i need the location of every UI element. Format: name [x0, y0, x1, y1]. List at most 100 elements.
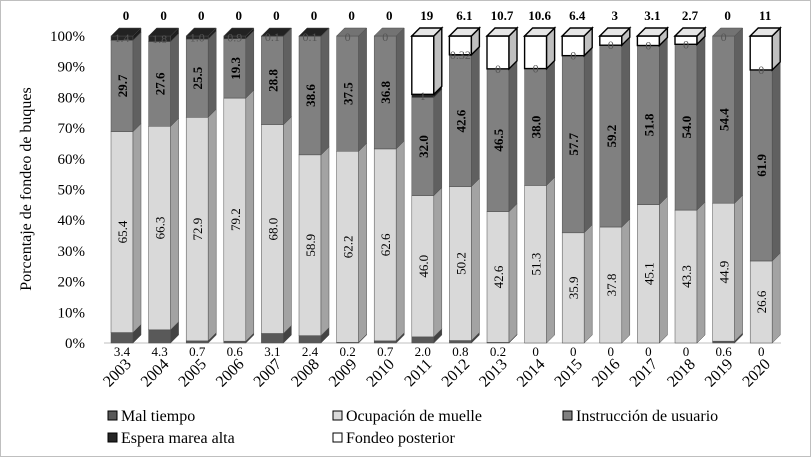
data-label: 6.4	[569, 8, 586, 23]
y-tick-label: 60%	[58, 152, 86, 168]
legend-item: Instrucción de usuario	[563, 408, 718, 425]
data-label: 32.0	[416, 135, 431, 158]
data-label: 0	[198, 8, 205, 23]
data-label: 0	[236, 8, 243, 23]
x-tick-label: 2013	[476, 356, 511, 391]
data-label: 0	[724, 8, 731, 23]
y-tick-label: 0%	[65, 336, 85, 352]
y-tick-label: 40%	[58, 213, 86, 229]
y-axis-title: Porcentaje de fondeo de buques	[18, 87, 35, 290]
y-tick-label: 70%	[58, 121, 86, 137]
data-label: 38.0	[529, 116, 544, 139]
data-label: 6.1	[456, 8, 472, 23]
x-tick-label: 2006	[213, 356, 248, 391]
data-label: 65.4	[115, 220, 130, 243]
y-tick-label: 80%	[58, 90, 86, 106]
bar-segment	[637, 28, 667, 46]
data-label: 1	[420, 89, 426, 103]
data-label: 28.8	[265, 69, 280, 92]
data-label: 54.0	[679, 116, 694, 139]
data-label: 0	[570, 49, 576, 63]
data-label: 51.3	[529, 253, 544, 276]
data-label: 0.1	[265, 30, 280, 44]
data-label: 51.8	[641, 113, 656, 136]
bar-segment	[412, 28, 442, 94]
x-tick-label: 2018	[664, 356, 699, 391]
data-label: 45.1	[641, 262, 656, 285]
data-label: 0	[645, 39, 651, 53]
legend-item: Ocupación de muelle	[333, 408, 482, 425]
x-tick-label: 2009	[326, 356, 361, 391]
x-tick-label: 2004	[138, 356, 173, 391]
data-label: 27.6	[153, 72, 168, 95]
legend-label: Ocupación de muelle	[346, 408, 482, 425]
data-label: 10.7	[491, 8, 514, 23]
x-tick-label: 2019	[702, 356, 737, 391]
x-tick-label: 2016	[589, 356, 624, 391]
data-label: 0	[495, 62, 501, 76]
data-label: 37.8	[604, 274, 619, 297]
y-tick-label: 100%	[50, 29, 85, 45]
legend-swatch	[333, 433, 342, 442]
legend-swatch	[333, 411, 342, 420]
data-label: 0	[160, 8, 167, 23]
legend-item: Mal tiempo	[108, 408, 195, 425]
data-label: 72.9	[190, 218, 205, 241]
data-label: 0.9	[227, 30, 242, 44]
x-tick-label: 2010	[363, 356, 398, 391]
data-label: 0	[273, 8, 280, 23]
bar-segment	[525, 28, 555, 69]
data-label: 0	[348, 8, 355, 23]
y-tick-label: 20%	[58, 275, 86, 291]
legend-item: Fondeo posterior	[333, 430, 456, 447]
legend-swatch	[563, 411, 572, 420]
y-tick-label: 10%	[58, 305, 86, 321]
bar-segment	[487, 28, 517, 69]
data-label: 0	[123, 8, 130, 23]
x-tick-label: 2003	[100, 356, 135, 391]
data-label: 0	[382, 30, 388, 44]
legend-swatch	[108, 433, 117, 442]
data-label: 38.6	[303, 84, 318, 107]
data-label: 42.6	[453, 109, 468, 132]
data-label: 0	[345, 30, 351, 44]
data-label: 2.7	[682, 8, 699, 23]
legend-swatch	[108, 411, 117, 420]
data-label: 0.32	[450, 48, 471, 62]
bar-segment	[600, 28, 630, 45]
data-label: 59.2	[604, 125, 619, 148]
data-label: 25.5	[190, 66, 205, 89]
y-tick-label: 50%	[58, 183, 86, 199]
x-tick-label: 2014	[514, 356, 549, 391]
data-label: 44.9	[717, 261, 732, 284]
data-label: 11	[759, 8, 771, 23]
data-label: 0	[533, 62, 539, 76]
data-label: 10.6	[528, 8, 551, 23]
x-tick-label: 2007	[251, 356, 286, 391]
legend-item: Espera marea alta	[108, 430, 235, 447]
x-tick-label: 2008	[288, 356, 323, 391]
data-label: 1.8	[152, 32, 167, 46]
x-tick-label: 2020	[739, 356, 774, 391]
data-label: 3.1	[644, 8, 660, 23]
data-label: 19	[420, 8, 434, 23]
data-label: 58.9	[303, 234, 318, 257]
data-label: 35.9	[566, 277, 581, 300]
data-label: 0	[721, 30, 727, 44]
data-label: 37.5	[341, 82, 356, 105]
data-label: 68.0	[265, 218, 280, 241]
data-label: 26.6	[754, 290, 769, 313]
legend-label: Fondeo posterior	[346, 430, 456, 447]
bar-segment	[750, 28, 780, 70]
x-tick-label: 2017	[627, 356, 662, 391]
y-tick-label: 30%	[58, 244, 86, 260]
data-label: 1.0	[190, 31, 205, 45]
data-label: 19.3	[228, 57, 243, 80]
data-label: 0	[608, 38, 614, 52]
data-label: 36.8	[378, 81, 393, 104]
data-label: 0	[386, 8, 393, 23]
legend-label: Mal tiempo	[121, 408, 195, 425]
data-label: 61.9	[754, 154, 769, 177]
